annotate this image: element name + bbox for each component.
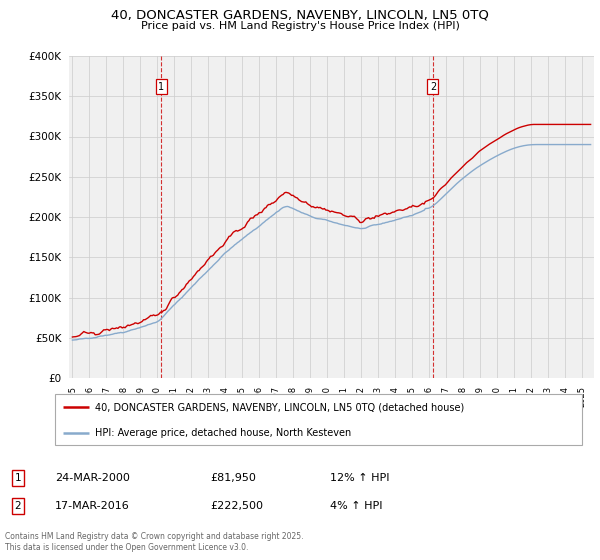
- Text: Contains HM Land Registry data © Crown copyright and database right 2025.
This d: Contains HM Land Registry data © Crown c…: [5, 533, 304, 552]
- Text: HPI: Average price, detached house, North Kesteven: HPI: Average price, detached house, Nort…: [95, 428, 351, 438]
- Text: 17-MAR-2016: 17-MAR-2016: [55, 501, 130, 511]
- Text: £222,500: £222,500: [210, 501, 263, 511]
- Text: 4% ↑ HPI: 4% ↑ HPI: [330, 501, 383, 511]
- Text: 40, DONCASTER GARDENS, NAVENBY, LINCOLN, LN5 0TQ: 40, DONCASTER GARDENS, NAVENBY, LINCOLN,…: [111, 8, 489, 21]
- Text: 40, DONCASTER GARDENS, NAVENBY, LINCOLN, LN5 0TQ (detached house): 40, DONCASTER GARDENS, NAVENBY, LINCOLN,…: [95, 402, 464, 412]
- Text: £81,950: £81,950: [210, 473, 256, 483]
- Text: 2: 2: [14, 501, 22, 511]
- Text: Price paid vs. HM Land Registry's House Price Index (HPI): Price paid vs. HM Land Registry's House …: [140, 21, 460, 31]
- Text: 2: 2: [430, 82, 436, 92]
- Text: 24-MAR-2000: 24-MAR-2000: [55, 473, 130, 483]
- Text: 12% ↑ HPI: 12% ↑ HPI: [330, 473, 389, 483]
- FancyBboxPatch shape: [55, 394, 582, 445]
- Text: 1: 1: [14, 473, 22, 483]
- Text: 1: 1: [158, 82, 164, 92]
